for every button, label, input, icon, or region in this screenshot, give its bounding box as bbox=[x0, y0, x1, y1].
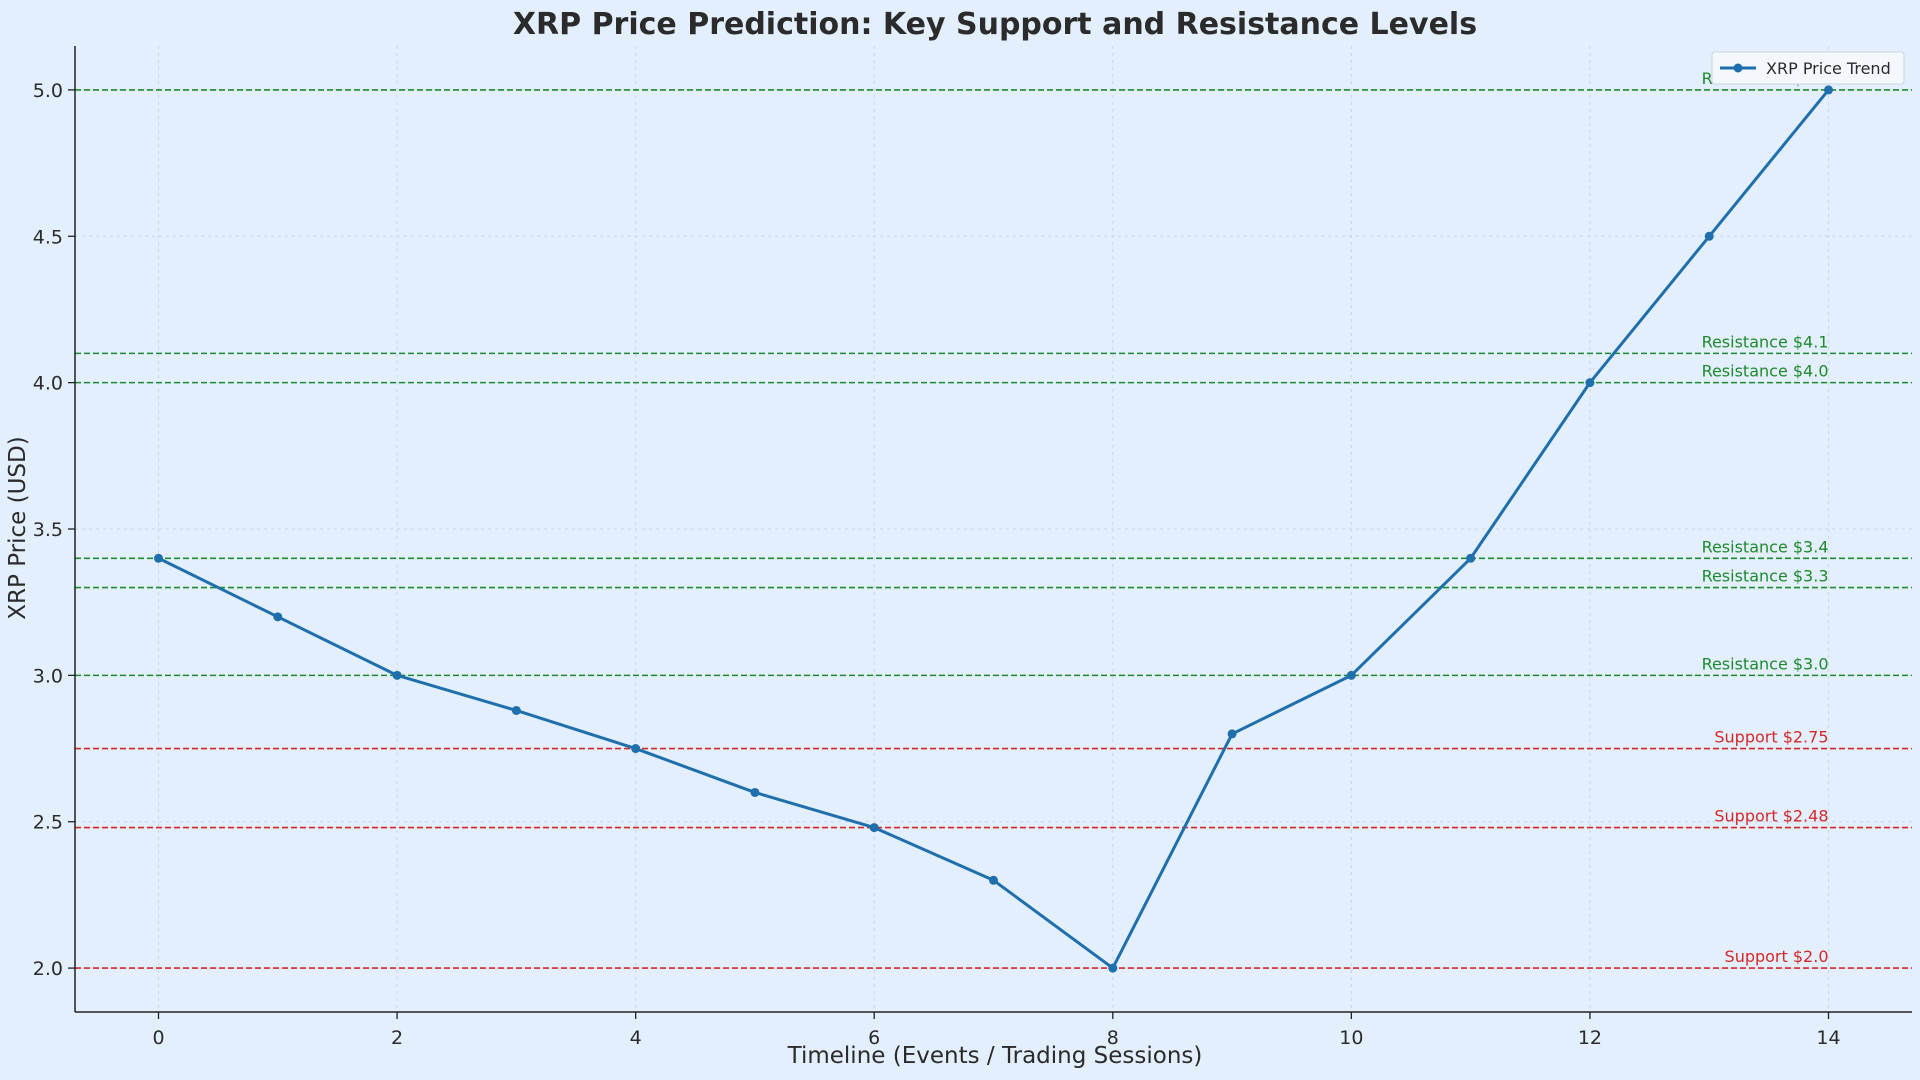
y-tick-label: 2.5 bbox=[33, 812, 63, 834]
data-point bbox=[1824, 85, 1833, 95]
support-level-label: Support $2.0 bbox=[1725, 947, 1829, 966]
series-layer bbox=[154, 85, 1833, 973]
tick-labels: 0 2 4 6 8 10 12 14 2.0 2.5 3.0 3.5 4.0 4.5 5.0 bbox=[33, 80, 1841, 1049]
resistance-level-label: Resistance $3.4 bbox=[1702, 537, 1829, 556]
data-point bbox=[989, 875, 998, 885]
data-point bbox=[1108, 963, 1118, 973]
x-tick-label: 2 bbox=[391, 1027, 403, 1049]
x-tick-label: 12 bbox=[1578, 1027, 1602, 1049]
data-point bbox=[869, 823, 879, 833]
data-point bbox=[1227, 729, 1237, 739]
support-level-label: Support $2.48 bbox=[1714, 807, 1828, 826]
x-axis-label: Timeline (Events / Trading Sessions) bbox=[787, 1043, 1203, 1069]
support-level-label: Support $2.75 bbox=[1714, 728, 1828, 747]
legend-marker-swatch bbox=[1733, 63, 1743, 73]
resistance-level-label: Resistance $3.0 bbox=[1702, 654, 1829, 673]
data-point bbox=[1704, 231, 1714, 241]
chart-title: XRP Price Prediction: Key Support and Re… bbox=[513, 7, 1477, 42]
x-tick-label: 10 bbox=[1339, 1027, 1363, 1049]
x-tick-label: 0 bbox=[152, 1027, 164, 1049]
y-axis-label: XRP Price (USD) bbox=[5, 436, 31, 619]
y-tick-label: 5.0 bbox=[33, 80, 63, 102]
y-tick-label: 2.0 bbox=[33, 958, 63, 980]
data-point bbox=[1466, 553, 1476, 563]
legend: XRP Price Trend bbox=[1711, 51, 1905, 85]
x-tick-label: 6 bbox=[868, 1027, 880, 1049]
legend-label: XRP Price Trend bbox=[1766, 59, 1891, 78]
data-point bbox=[1585, 378, 1595, 388]
y-tick-label: 4.0 bbox=[33, 373, 63, 395]
resistance-level-label: Resistance $3.3 bbox=[1702, 567, 1829, 586]
level-lines bbox=[75, 89, 1912, 969]
data-point bbox=[392, 670, 402, 680]
data-point bbox=[750, 787, 760, 797]
data-point bbox=[154, 553, 163, 563]
data-point bbox=[511, 705, 521, 715]
x-tick-label: 8 bbox=[1107, 1027, 1119, 1049]
y-tick-label: 3.5 bbox=[33, 519, 63, 541]
y-tick-label: 4.5 bbox=[33, 226, 63, 248]
resistance-level-label: Resistance $4.0 bbox=[1702, 362, 1829, 381]
x-tick-label: 4 bbox=[630, 1027, 642, 1049]
resistance-level-label: Resistance $4.1 bbox=[1702, 332, 1829, 351]
x-tick-label: 14 bbox=[1816, 1027, 1840, 1049]
legend-box bbox=[1711, 51, 1905, 85]
y-tick-label: 3.0 bbox=[33, 665, 63, 687]
data-point bbox=[273, 612, 283, 622]
data-point bbox=[1346, 670, 1356, 680]
data-point bbox=[631, 744, 641, 754]
